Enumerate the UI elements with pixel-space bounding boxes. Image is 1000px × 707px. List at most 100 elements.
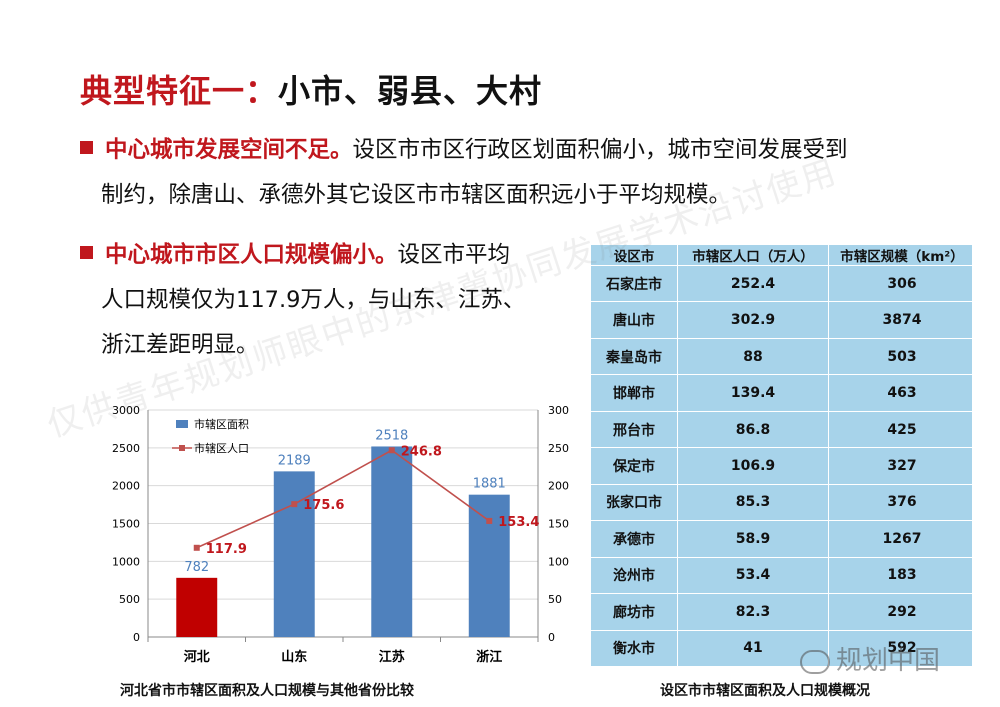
table-row: 秦皇岛市 88 503 bbox=[590, 337, 976, 376]
cell-population: 53.4 bbox=[677, 556, 829, 595]
table-caption: 设区市市辖区面积及人口规模概况 bbox=[660, 683, 870, 699]
y-right-tick-label: 200 bbox=[548, 480, 569, 493]
header-city: 设区市 bbox=[590, 244, 678, 266]
table-row: 石家庄市 252.4 306 bbox=[590, 264, 976, 303]
y-left-tick-label: 2000 bbox=[112, 480, 140, 493]
cell-population: 58.9 bbox=[677, 520, 829, 558]
cell-population: 302.9 bbox=[677, 301, 829, 339]
bullet-1-emphasis: 中心城市发展空间不足。 bbox=[105, 137, 353, 163]
wechat-icon bbox=[800, 649, 830, 674]
x-tick-label: 江苏 bbox=[379, 649, 405, 665]
cell-population: 86.8 bbox=[677, 410, 829, 449]
cell-area: 1267 bbox=[828, 520, 976, 558]
legend-bar-swatch bbox=[176, 420, 188, 428]
cell-area: 503 bbox=[828, 337, 976, 376]
cell-population: 82.3 bbox=[677, 593, 829, 631]
line-point bbox=[388, 447, 395, 454]
y-right-tick-label: 50 bbox=[548, 593, 562, 606]
bar-data-label: 782 bbox=[184, 560, 209, 575]
cell-area: 306 bbox=[828, 264, 976, 303]
bullet-2: 中心城市市区人口规模偏小。设区市平均 人口规模仅为117.9万人，与山东、江苏、… bbox=[80, 233, 525, 368]
y-right-tick-label: 300 bbox=[548, 404, 569, 417]
cell-population: 41 bbox=[677, 629, 829, 668]
x-tick-label: 山东 bbox=[281, 649, 307, 665]
line-data-label: 117.9 bbox=[206, 542, 247, 557]
bar-data-label: 2189 bbox=[278, 453, 311, 468]
table-row: 张家口市 85.3 376 bbox=[590, 483, 976, 522]
table-row: 邢台市 86.8 425 bbox=[590, 410, 976, 449]
y-right-tick-label: 250 bbox=[548, 442, 569, 455]
table-row: 衡水市 41 592 bbox=[590, 629, 976, 668]
line-data-label: 246.8 bbox=[401, 444, 442, 459]
cell-city: 秦皇岛市 bbox=[590, 337, 678, 376]
cell-population: 85.3 bbox=[677, 483, 829, 522]
bar-data-label: 2518 bbox=[375, 428, 408, 443]
legend-bar-label: 市辖区面积 bbox=[194, 417, 249, 431]
logo-text: 规划中国 bbox=[836, 646, 941, 676]
bullet-1: 中心城市发展空间不足。设区市市区行政区划面积偏小，城市空间发展受到 制约，除唐山… bbox=[80, 128, 848, 218]
table-header-row: 设区市 市辖区人口（万人） 市辖区规模（km²） bbox=[590, 244, 976, 266]
header-population: 市辖区人口（万人） bbox=[677, 244, 829, 266]
cell-city: 张家口市 bbox=[590, 483, 678, 522]
cell-city: 保定市 bbox=[590, 447, 678, 485]
y-left-tick-label: 2500 bbox=[112, 442, 140, 455]
line-data-label: 175.6 bbox=[303, 498, 344, 513]
bullet-square-icon bbox=[80, 141, 93, 154]
cell-area: 327 bbox=[828, 447, 976, 485]
legend-line-label: 市辖区人口 bbox=[194, 441, 249, 455]
bar bbox=[176, 577, 218, 637]
cell-population: 252.4 bbox=[677, 264, 829, 303]
cell-area: 376 bbox=[828, 483, 976, 522]
population-line bbox=[196, 449, 490, 549]
bullet-2-line3: 浙江差距明显。 bbox=[101, 332, 259, 358]
header-area: 市辖区规模（km²） bbox=[828, 244, 976, 266]
cell-area: 425 bbox=[828, 410, 976, 449]
cell-area: 183 bbox=[828, 556, 976, 595]
data-table: 设区市 市辖区人口（万人） 市辖区规模（km²） 石家庄市 252.4 306 唐山市… bbox=[590, 244, 976, 668]
line-point bbox=[486, 517, 493, 524]
cell-area: 463 bbox=[828, 374, 976, 412]
y-right-tick-label: 100 bbox=[548, 555, 569, 568]
table-row: 保定市 106.9 327 bbox=[590, 447, 976, 485]
cell-population: 139.4 bbox=[677, 374, 829, 412]
x-tick-label: 浙江 bbox=[476, 649, 502, 665]
y-left-tick-label: 1500 bbox=[112, 518, 140, 531]
logo: 规划中国 bbox=[800, 640, 940, 677]
bar bbox=[371, 446, 413, 637]
bullet-2-emphasis: 中心城市市区人口规模偏小。 bbox=[105, 242, 398, 268]
cell-city: 衡水市 bbox=[590, 629, 678, 668]
cell-city: 邯郸市 bbox=[590, 374, 678, 412]
y-right-tick-label: 150 bbox=[548, 518, 569, 531]
x-tick-label: 河北 bbox=[184, 649, 210, 665]
chart-caption: 河北省市市辖区面积及人口规模与其他省份比较 bbox=[120, 683, 414, 699]
cell-city: 廊坊市 bbox=[590, 593, 678, 631]
table-row: 承德市 58.9 1267 bbox=[590, 520, 976, 558]
bullet-2-line1: 设区市平均 bbox=[397, 242, 511, 268]
y-left-tick-label: 0 bbox=[133, 631, 140, 644]
table-row: 廊坊市 82.3 292 bbox=[590, 593, 976, 631]
bullet-1-line1: 设区市市区行政区划面积偏小，城市空间发展受到 bbox=[352, 137, 848, 163]
cell-area: 3874 bbox=[828, 301, 976, 339]
bar bbox=[273, 471, 315, 637]
cell-city: 邢台市 bbox=[590, 410, 678, 449]
cell-city: 唐山市 bbox=[590, 301, 678, 339]
line-point bbox=[193, 544, 200, 551]
table-row: 沧州市 53.4 183 bbox=[590, 556, 976, 595]
title-part1: 典型特征一： bbox=[80, 72, 279, 110]
cell-city: 沧州市 bbox=[590, 556, 678, 595]
title-part2: 小市、弱县、大村 bbox=[278, 72, 543, 110]
bullet-1-line2: 制约，除唐山、承德外其它设区市市辖区面积远小于平均规模。 bbox=[101, 182, 732, 208]
cell-area: 292 bbox=[828, 593, 976, 631]
cell-population: 88 bbox=[677, 337, 829, 376]
bullet-2-line2: 人口规模仅为117.9万人，与山东、江苏、 bbox=[101, 287, 526, 313]
cell-city: 承德市 bbox=[590, 520, 678, 558]
bullet-square-icon bbox=[80, 246, 93, 259]
table-row: 邯郸市 139.4 463 bbox=[590, 374, 976, 412]
line-data-label: 153.4 bbox=[498, 515, 539, 530]
city-table: 设区市 市辖区人口（万人） 市辖区规模（km²） 石家庄市 252.4 306 唐山市… bbox=[590, 244, 976, 668]
table-row: 唐山市 302.9 3874 bbox=[590, 301, 976, 339]
y-left-tick-label: 1000 bbox=[112, 555, 140, 568]
y-left-tick-label: 3000 bbox=[112, 404, 140, 417]
y-right-tick-label: 0 bbox=[548, 631, 555, 644]
